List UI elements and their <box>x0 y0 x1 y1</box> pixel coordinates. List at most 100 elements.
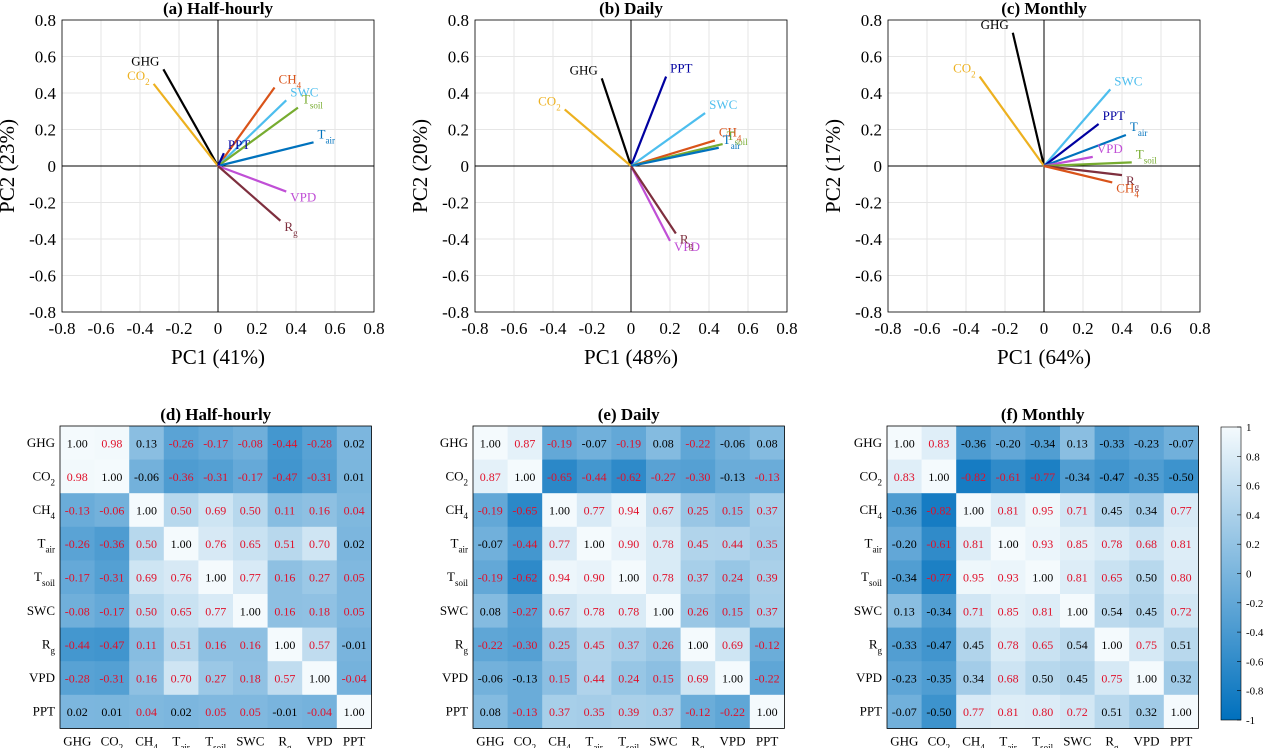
heatmap-cell <box>1129 426 1165 461</box>
heatmap-value: 0.81 <box>1171 537 1192 551</box>
heatmap-value: -0.44 <box>272 436 297 450</box>
heatmap-col-label: SWC <box>649 733 677 748</box>
heatmap-value: 0.80 <box>1032 705 1053 719</box>
heatmap-cell <box>1129 526 1165 561</box>
heatmap-cell <box>1025 594 1061 629</box>
heatmap-value: 0.57 <box>274 672 295 686</box>
heatmap-cell <box>94 627 130 662</box>
loading-vector <box>1011 32 1046 167</box>
heatmap-value: 0.11 <box>136 638 157 652</box>
heatmap-cell <box>336 627 372 662</box>
heatmap-cell <box>507 459 543 494</box>
x-tick-label: 0.2 <box>1072 319 1093 338</box>
panel-title: (a) Half-hourly <box>163 0 274 18</box>
heatmap-value: -0.35 <box>926 672 951 686</box>
y-tick-label: 0.2 <box>448 121 469 140</box>
loading-vector <box>162 68 219 167</box>
heatmap-row-label: CH4 <box>445 502 468 521</box>
heatmap-value: -0.34 <box>926 604 951 618</box>
heatmap-value: 0.08 <box>653 436 674 450</box>
heatmap-row-label-name: T <box>451 536 459 551</box>
heatmap-col-label: GHG <box>476 733 504 748</box>
heatmap-value: 0.04 <box>136 705 157 719</box>
heatmap-row-label-sub: 2 <box>51 477 56 487</box>
heatmap-value: 1.00 <box>136 504 157 518</box>
vector-label-name: CH <box>279 72 297 87</box>
heatmap-row-label: VPD <box>856 670 882 685</box>
heatmap-col-label: CO2 <box>101 733 124 748</box>
heatmap-value: -0.34 <box>892 571 917 585</box>
vector-label: CH4 <box>279 72 302 91</box>
heatmap-row-label: Rg <box>42 636 56 655</box>
loading-vector <box>217 164 287 193</box>
heatmap-value: -0.01 <box>342 638 367 652</box>
heatmap-value: 0.05 <box>344 571 365 585</box>
heatmap-row-label-sub: g <box>878 645 883 655</box>
heatmap-row-label: SWC <box>27 603 55 618</box>
vector-label-sub: 4 <box>1134 189 1139 199</box>
x-tick-label: -0.6 <box>501 319 528 338</box>
heatmap-value: 0.78 <box>618 604 639 618</box>
heatmap-cell <box>921 526 957 561</box>
heatmap-value: 0.45 <box>584 638 605 652</box>
heatmap-cell <box>1163 594 1199 629</box>
heatmap-value: 1.00 <box>963 504 984 518</box>
heatmap-cell <box>990 661 1026 696</box>
heatmap-cell <box>129 694 165 729</box>
heatmap-col-label-name: R <box>691 733 700 748</box>
heatmap-cell <box>887 627 923 662</box>
x-tick-label: 0.8 <box>1189 319 1210 338</box>
heatmap-cell <box>1163 526 1199 561</box>
heatmap-row-label-sub: air <box>46 545 56 555</box>
heatmap-value: -0.20 <box>892 537 917 551</box>
heatmap-value: -0.06 <box>478 672 503 686</box>
heatmap-value: 0.65 <box>1101 571 1122 585</box>
heatmap-cell <box>507 594 543 629</box>
heatmap-col-label: VPD <box>1133 733 1159 748</box>
heatmap-row-label-name: T <box>38 536 46 551</box>
heatmap-value: 0.69 <box>205 504 226 518</box>
heatmap-cell <box>233 526 269 561</box>
heatmap-col-label-name: T <box>585 733 593 748</box>
vector-label-name: GHG <box>570 62 598 77</box>
heatmap-cell <box>715 526 751 561</box>
heatmap-value: 0.69 <box>722 638 743 652</box>
heatmap-row-label: PPT <box>33 704 55 719</box>
heatmap-value: 0.39 <box>618 705 639 719</box>
heatmap-row-label-name: T <box>447 569 455 584</box>
heatmap-value: 0.45 <box>1101 504 1122 518</box>
heatmap-value: 1.00 <box>1067 604 1088 618</box>
vector-label: VPD <box>1097 141 1123 156</box>
heatmap-row-label-name: SWC <box>854 603 882 618</box>
heatmap-value: 0.01 <box>101 705 122 719</box>
heatmap-cell <box>473 526 509 561</box>
heatmap-cell <box>233 627 269 662</box>
heatmap-col-label-name: CO <box>928 733 946 748</box>
heatmap-value: 0.37 <box>549 705 570 719</box>
heatmap-cell <box>611 526 647 561</box>
heatmap-cell <box>990 560 1026 595</box>
heatmap-cell <box>60 694 96 729</box>
heatmap-value: -0.44 <box>582 470 607 484</box>
heatmap-col-label-sub: 4 <box>153 742 158 748</box>
heatmap-cell <box>990 493 1026 528</box>
heatmap-row-label: CO2 <box>859 468 882 487</box>
heatmap-cell <box>129 627 165 662</box>
heatmap-panel-1: (e) Daily 1.00 0.87 -0.19 -0.07 -0.19 0.08 -0.2… <box>440 405 785 748</box>
heatmap-cell <box>507 694 543 729</box>
y-tick-label: 0.4 <box>861 84 883 103</box>
heatmap-value: -0.07 <box>892 705 917 719</box>
vector-label-name: R <box>1126 173 1135 188</box>
heatmap-col-label-name: PPT <box>1170 733 1192 748</box>
heatmap-value: 0.45 <box>687 537 708 551</box>
loading-vector <box>216 152 225 167</box>
heatmap-value: 0.27 <box>205 672 226 686</box>
heatmap-panel-0: (d) Half-hourly 1.00 0.98 0.13 -0.26 -0.17 -0.… <box>27 405 372 748</box>
x-tick-label: 0.8 <box>363 319 384 338</box>
heatmap-cell <box>1129 627 1165 662</box>
heatmap-cell <box>990 426 1026 461</box>
heatmap-row-label: Tsoil <box>34 569 55 588</box>
heatmap-value: 0.77 <box>1171 504 1192 518</box>
heatmap-cell <box>542 560 578 595</box>
